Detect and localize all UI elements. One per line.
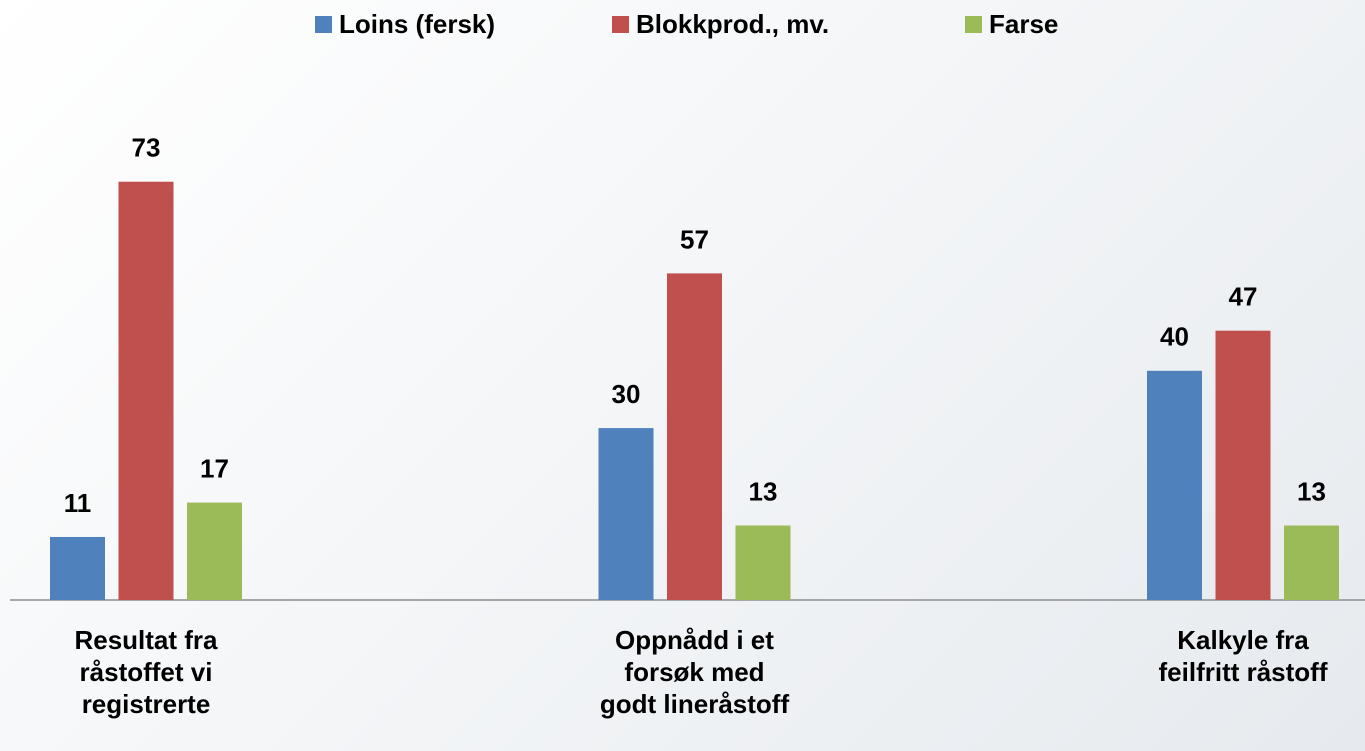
legend-label: Blokkprod., mv.: [636, 9, 829, 39]
x-tick-label: Resultat fra råstoffet vi registrerte: [74, 625, 218, 719]
legend-swatch: [612, 16, 629, 33]
legend-label: Loins (fersk): [339, 9, 495, 39]
legend-swatch: [965, 16, 982, 33]
data-label: 57: [680, 224, 709, 254]
data-label: 11: [64, 488, 92, 518]
data-label: 13: [749, 476, 778, 506]
data-label: 17: [200, 453, 229, 483]
bar: [50, 536, 105, 600]
bar: [598, 428, 654, 600]
bar: [187, 502, 242, 600]
x-tick-label: Kalkyle fra feilfritt råstoff: [1158, 625, 1328, 687]
bar: [667, 273, 722, 600]
x-tick-label: Oppnådd i et forsøk med godt lineråstoff: [599, 625, 790, 719]
data-label: 47: [1229, 282, 1258, 312]
data-label: 13: [1297, 476, 1326, 506]
legend-label: Farse: [989, 9, 1058, 39]
data-label: 30: [612, 379, 641, 409]
data-label: 73: [132, 133, 161, 163]
bar: [1284, 525, 1339, 600]
bar: [735, 525, 791, 600]
data-label: 40: [1160, 322, 1189, 352]
bar: [118, 181, 174, 600]
bar: [1215, 330, 1271, 600]
legend-swatch: [315, 16, 332, 33]
bar: [1147, 370, 1202, 600]
